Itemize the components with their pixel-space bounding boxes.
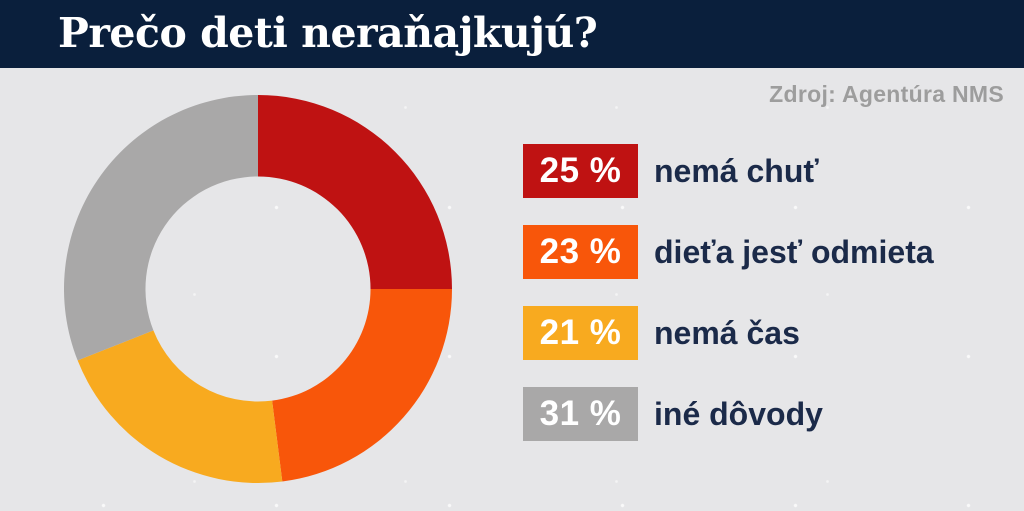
legend-value-badge: 31 % xyxy=(523,387,638,441)
legend-item: 21 % nemá čas xyxy=(523,306,934,360)
legend-item: 31 % iné dôvody xyxy=(523,387,934,441)
legend-item: 23 % dieťa jesť odmieta xyxy=(523,225,934,279)
donut-segment xyxy=(258,95,452,289)
legend-value-badge: 23 % xyxy=(523,225,638,279)
legend-value-badge: 21 % xyxy=(523,306,638,360)
legend-label: dieťa jesť odmieta xyxy=(654,233,934,270)
page-title: Prečo deti neraňajkujú? xyxy=(58,9,598,57)
donut-chart xyxy=(64,95,452,483)
donut-segment xyxy=(272,289,452,482)
source-credit: Zdroj: Agentúra NMS xyxy=(769,81,1004,107)
legend-value-badge: 25 % xyxy=(523,144,638,198)
donut-segment xyxy=(64,95,258,361)
legend: 25 % nemá chuť 23 % dieťa jesť odmieta 2… xyxy=(523,144,934,468)
legend-label: nemá čas xyxy=(654,314,800,351)
donut-segment xyxy=(77,330,283,483)
legend-label: iné dôvody xyxy=(654,395,823,432)
legend-item: 25 % nemá chuť xyxy=(523,144,934,198)
legend-label: nemá chuť xyxy=(654,152,819,189)
header-bar: Prečo deti neraňajkujú? xyxy=(0,0,1024,68)
